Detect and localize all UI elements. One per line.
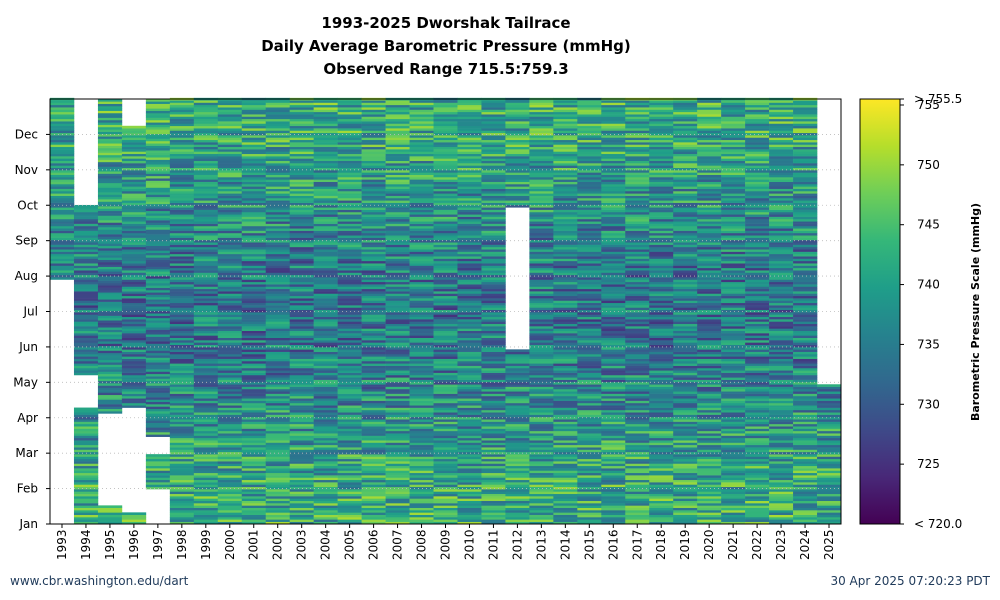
y-tick-label-feb: Feb <box>17 482 38 496</box>
x-tick-label-2000: 2000 <box>223 529 237 560</box>
x-tick-label-2005: 2005 <box>343 529 357 560</box>
x-tick-label-2018: 2018 <box>654 529 668 560</box>
y-tick-label-sep: Sep <box>15 234 38 248</box>
x-tick-label-2010: 2010 <box>462 529 476 560</box>
colorbar-axis-label: Barometric Pressure Scale (mmHg) <box>969 203 982 421</box>
year-column-2012 <box>505 97 530 525</box>
year-column-2022 <box>745 97 770 525</box>
x-tick-label-2002: 2002 <box>271 529 285 560</box>
y-tick-label-oct: Oct <box>17 198 38 212</box>
x-tick-label-2004: 2004 <box>319 529 333 560</box>
x-tick-label-2015: 2015 <box>582 529 596 560</box>
year-column-2009 <box>433 97 458 525</box>
year-column-2020 <box>697 97 722 525</box>
source-link[interactable]: www.cbr.washington.edu/dart <box>10 574 189 588</box>
colorbar <box>859 98 901 525</box>
x-tick-label-2009: 2009 <box>439 529 453 560</box>
year-column-2011 <box>481 97 506 525</box>
year-column-2019 <box>673 97 698 525</box>
year-column-2007 <box>385 97 410 525</box>
x-tick-label-2012: 2012 <box>510 529 524 560</box>
x-tick-label-1994: 1994 <box>79 529 93 560</box>
year-column-2015 <box>577 97 602 525</box>
y-tick-label-jun: Jun <box>18 340 38 354</box>
colorbar-min-label: < 720.0 <box>914 517 962 531</box>
colorbar-tick-label-750: 750 <box>917 158 940 172</box>
x-tick-label-2025: 2025 <box>822 529 836 560</box>
year-column-2008 <box>409 97 434 525</box>
x-tick-label-2022: 2022 <box>750 529 764 560</box>
x-tick-label-2001: 2001 <box>247 529 261 560</box>
x-tick-label-2013: 2013 <box>534 529 548 560</box>
year-column-1998 <box>169 97 195 525</box>
colorbar-tick-label-725: 725 <box>917 457 940 471</box>
x-tick-label-2016: 2016 <box>606 529 620 560</box>
y-tick-label-jan: Jan <box>19 517 39 531</box>
x-tick-label-2006: 2006 <box>367 529 381 560</box>
year-column-1994 <box>73 204 99 525</box>
year-column-2024 <box>793 97 818 525</box>
year-column-2005 <box>337 97 362 525</box>
x-tick-label-2024: 2024 <box>798 529 812 560</box>
year-column-1996 <box>121 125 147 525</box>
chart-observed-range: Observed Range 715.5:759.3 <box>323 60 569 78</box>
colorbar-max-label: > 755.5 <box>914 92 962 106</box>
year-column-2000 <box>217 97 243 525</box>
year-column-1995 <box>97 99 123 525</box>
year-column-2013 <box>529 97 554 525</box>
x-tick-label-2003: 2003 <box>295 529 309 560</box>
year-column-2004 <box>313 97 338 525</box>
x-tick-label-1999: 1999 <box>199 529 213 560</box>
colorbar-tick-label-735: 735 <box>917 337 940 351</box>
x-tick-label-2020: 2020 <box>702 529 716 560</box>
y-tick-label-mar: Mar <box>15 446 38 460</box>
year-column-2017 <box>625 97 650 525</box>
colorbar-tick-label-745: 745 <box>917 218 940 232</box>
colorbar-tick-label-730: 730 <box>917 397 940 411</box>
colorbar-tick-label-740: 740 <box>917 278 940 292</box>
y-tick-label-apr: Apr <box>17 411 38 425</box>
x-tick-label-2021: 2021 <box>726 529 740 560</box>
x-tick-label-2007: 2007 <box>391 529 405 560</box>
year-column-2018 <box>649 97 674 525</box>
x-tick-label-2017: 2017 <box>630 529 644 560</box>
x-tick-label-1997: 1997 <box>151 529 165 560</box>
year-column-2021 <box>721 97 746 525</box>
year-column-2006 <box>361 97 386 525</box>
x-tick-label-2008: 2008 <box>415 529 429 560</box>
colorbar-tick-label-755: 755 <box>917 98 940 112</box>
x-tick-label-1995: 1995 <box>103 529 117 560</box>
year-column-2001 <box>241 97 267 525</box>
chart-subtitle: Daily Average Barometric Pressure (mmHg) <box>261 37 631 55</box>
chart-title: 1993-2025 Dworshak Tailrace <box>321 14 571 32</box>
y-tick-label-dec: Dec <box>15 127 38 141</box>
year-column-2023 <box>769 97 794 525</box>
y-tick-label-may: May <box>13 375 38 389</box>
year-column-1999 <box>193 97 219 525</box>
y-tick-label-nov: Nov <box>15 163 38 177</box>
x-tick-label-2014: 2014 <box>558 529 572 560</box>
y-tick-label-jul: Jul <box>23 305 38 319</box>
year-column-1997 <box>145 99 171 490</box>
x-tick-label-1998: 1998 <box>175 529 189 560</box>
year-column-2025 <box>817 384 842 525</box>
year-column-2003 <box>289 97 314 525</box>
year-column-2014 <box>553 97 578 525</box>
x-tick-label-2023: 2023 <box>774 529 788 560</box>
x-tick-label-1993: 1993 <box>55 529 69 560</box>
x-tick-label-2011: 2011 <box>486 529 500 560</box>
x-tick-label-2019: 2019 <box>678 529 692 560</box>
year-column-2010 <box>457 97 482 525</box>
year-column-1993 <box>50 97 75 280</box>
year-column-2002 <box>265 97 290 525</box>
x-tick-label-1996: 1996 <box>127 529 141 560</box>
y-tick-label-aug: Aug <box>15 269 38 283</box>
timestamp: 30 Apr 2025 07:20:23 PDT <box>830 574 990 588</box>
year-column-2016 <box>601 97 626 525</box>
